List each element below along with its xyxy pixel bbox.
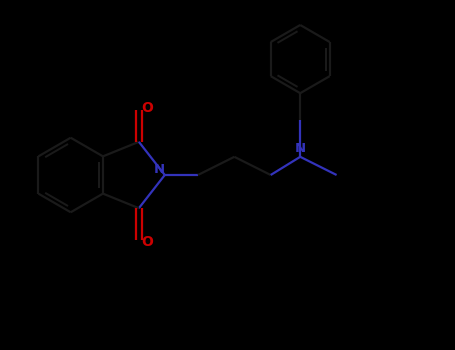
Text: N: N: [295, 142, 306, 155]
Text: O: O: [141, 235, 153, 249]
Text: O: O: [141, 101, 153, 115]
Text: N: N: [154, 163, 165, 176]
